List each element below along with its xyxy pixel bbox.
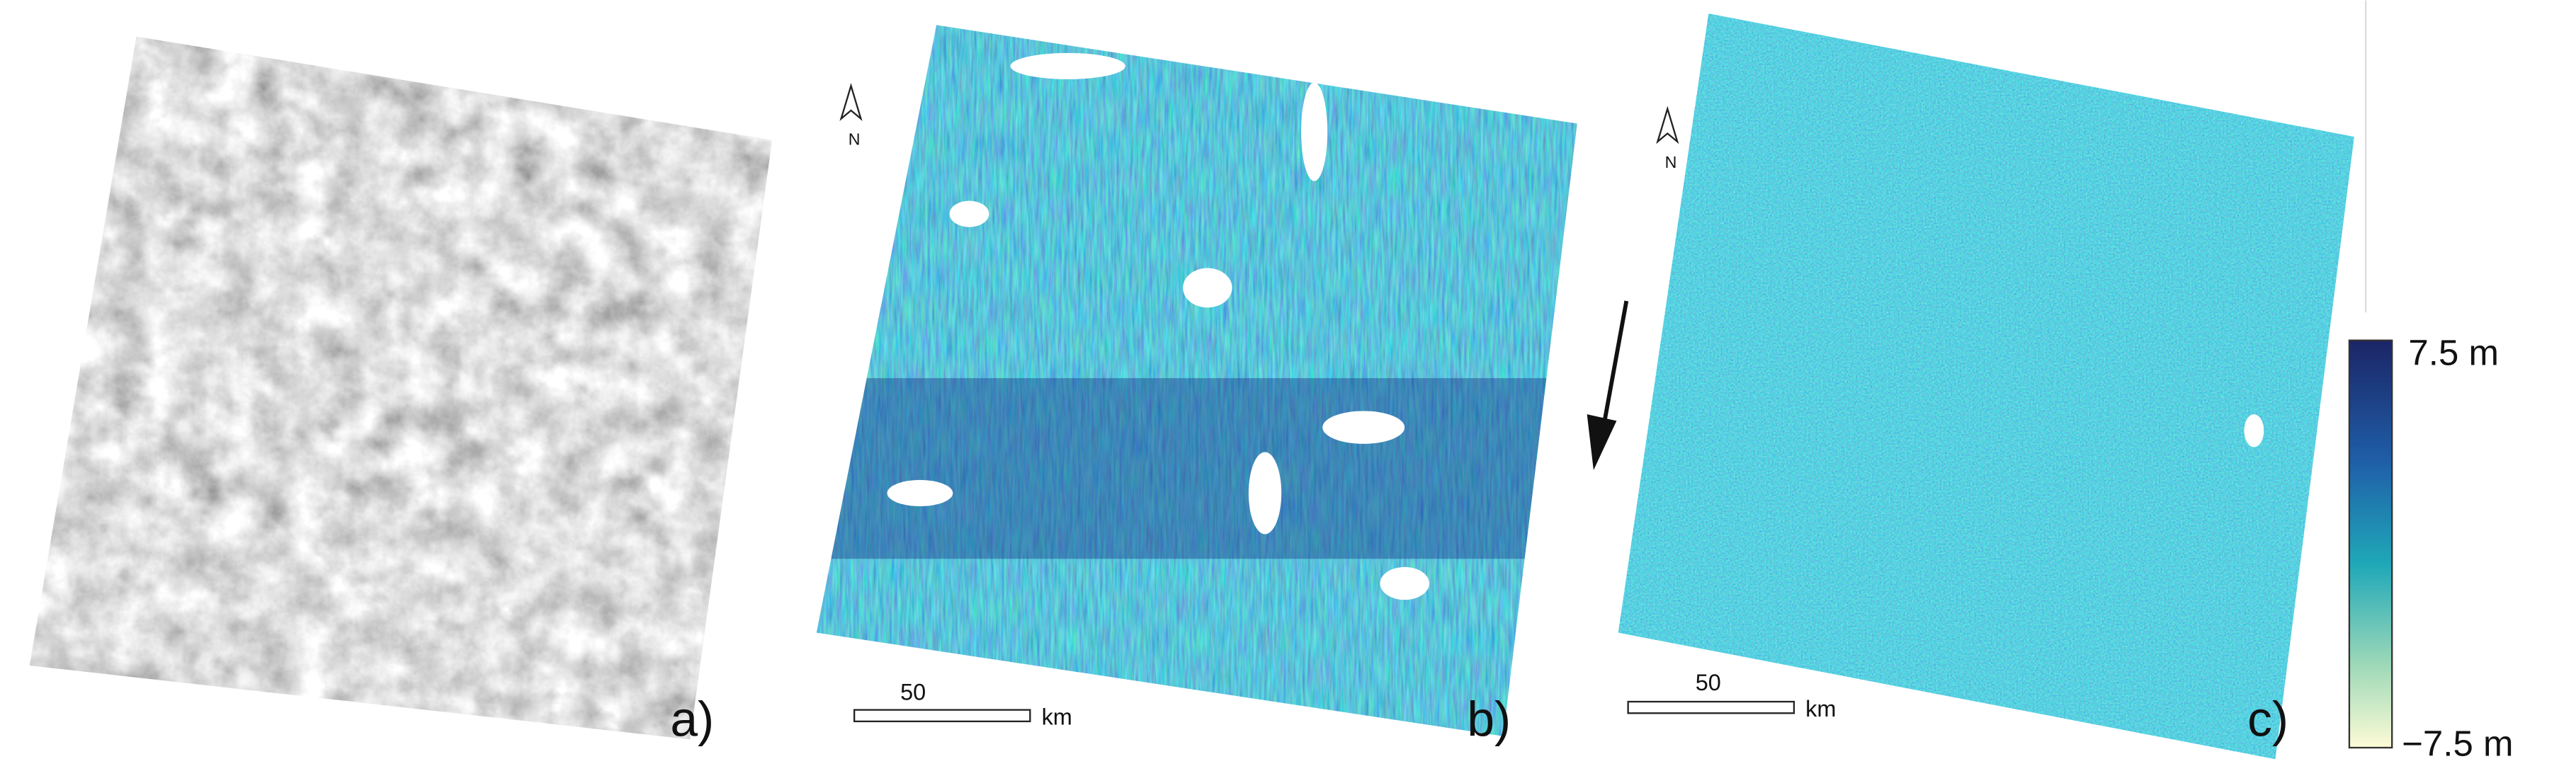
panel-label: c) [2247,692,2288,747]
panel-label: b) [1467,692,1511,747]
colorbar-scale [2348,339,2393,749]
panel-c: N 50 km c) [1587,13,2354,760]
data-gaps [887,52,1429,600]
grayscale-image [29,36,773,740]
panel-a: a) [29,36,773,747]
scale-bar [853,709,1031,723]
data-gap [2244,414,2264,447]
north-label: N [849,130,861,149]
scale-unit: km [1805,696,1836,721]
colorbar: 7.5 m −7.5 m [2348,0,2514,764]
direction-arrowhead [1587,414,1617,470]
panel-label: a) [670,692,714,747]
colorbar-min: −7.5 m [2402,724,2513,764]
direction-arrow [1601,300,1629,428]
scale-length: 50 [900,680,926,705]
scale-bar [1627,700,1795,714]
scale-unit: km [1042,704,1072,730]
panel-b: N 50 km b) [816,25,1577,747]
image-band [816,378,1577,559]
displacement-image [1618,13,2354,760]
north-arrow [839,83,863,121]
north-label: N [1665,153,1677,171]
scale-length: 50 [1696,670,1721,695]
north-arrow [1656,105,1679,144]
displacement-image [816,25,1577,736]
colorbar-max: 7.5 m [2408,333,2499,373]
